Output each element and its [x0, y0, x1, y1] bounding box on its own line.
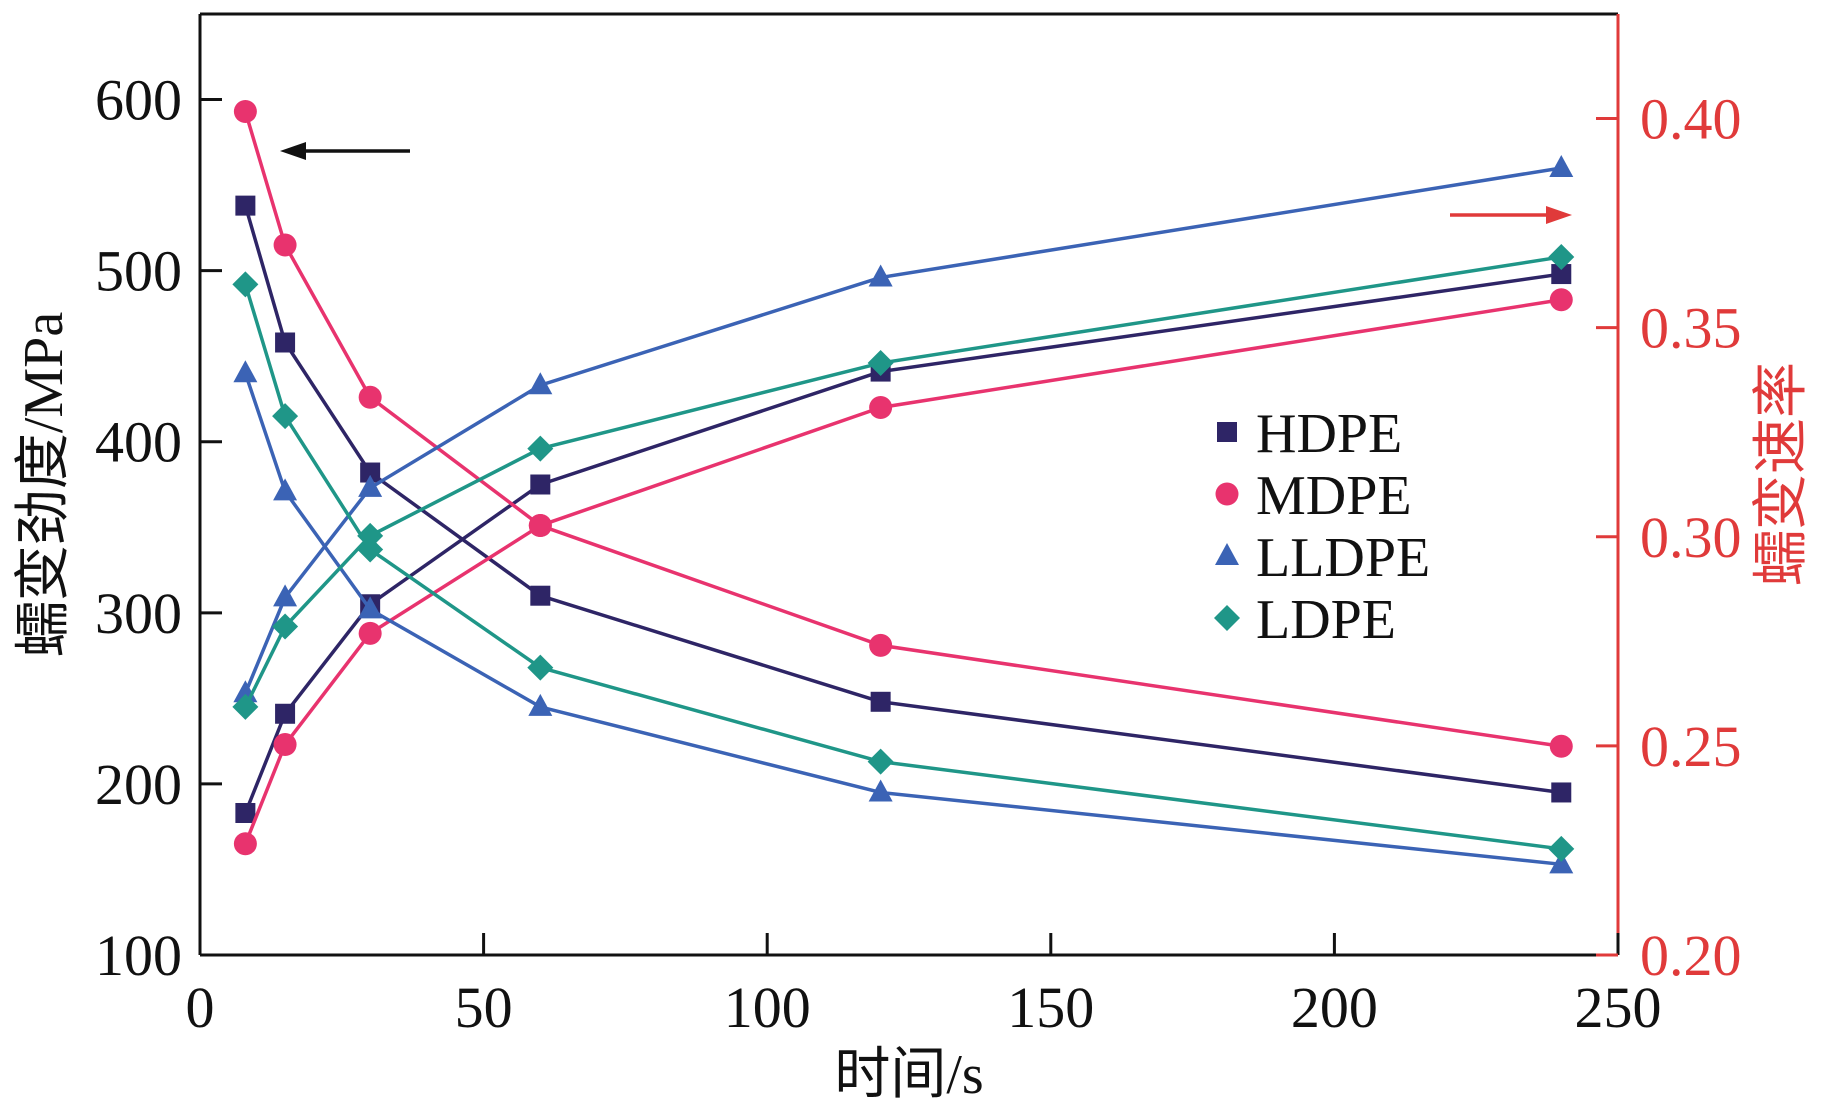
data-point-square: [235, 195, 256, 216]
series-layer: [232, 100, 1575, 874]
axes: 0 50 100 150 200 250 100 200 300 400 500 600 0.20 0.2…: [95, 12, 1742, 1040]
x-tick-label: 0: [186, 975, 215, 1040]
legend-marker-diamond: [1214, 605, 1240, 631]
series-lldpe-rate: [233, 154, 1574, 703]
legend-label: LDPE: [1256, 589, 1396, 651]
data-point-square: [360, 462, 381, 483]
data-point-triangle: [528, 372, 553, 395]
data-point-circle: [1549, 734, 1573, 758]
series-line: [243, 111, 1562, 749]
legend-marker-triangle: [1215, 543, 1239, 565]
y-left-axis-title: 蠕变劲度/MPa: [13, 312, 75, 657]
series-ldpe-stiffness: [232, 271, 1575, 862]
y-right-axis-title: 蠕变速率: [1751, 362, 1813, 586]
data-point-circle: [273, 733, 297, 757]
x-tick-label: 100: [724, 975, 811, 1040]
data-point-circle: [528, 514, 552, 538]
series-hdpe-stiffness: [235, 195, 1572, 803]
series-line: [243, 255, 1562, 708]
series-line: [243, 205, 1562, 795]
y-right-tick-label: 0.25: [1640, 714, 1742, 779]
series-line: [243, 166, 1562, 694]
data-point-square: [1551, 782, 1572, 803]
y-right-tick-label: 0.30: [1640, 505, 1742, 570]
data-point-diamond: [527, 654, 554, 681]
series-mdpe-rate: [233, 288, 1573, 856]
series-ldpe-rate: [232, 243, 1575, 720]
data-point-square: [275, 703, 296, 724]
data-point-triangle: [868, 264, 893, 287]
legend-item-ldpe: LDPE: [1214, 589, 1396, 651]
x-tick-label: 150: [1007, 975, 1094, 1040]
data-point-diamond: [232, 693, 259, 720]
data-point-diamond: [272, 403, 299, 430]
series-line: [243, 272, 1562, 814]
data-point-triangle: [358, 474, 383, 497]
data-point-circle: [358, 385, 382, 409]
y-left-tick-label: 100: [95, 923, 182, 988]
data-point-triangle: [233, 360, 258, 383]
data-point-circle: [1549, 288, 1573, 312]
y-right-tick-label: 0.20: [1640, 923, 1742, 988]
data-point-triangle: [273, 584, 298, 607]
data-point-diamond: [867, 748, 894, 775]
y-left-tick-label: 400: [95, 410, 182, 475]
data-point-diamond: [1548, 835, 1575, 862]
legend-label: MDPE: [1256, 465, 1412, 527]
data-point-diamond: [357, 522, 384, 549]
data-point-square: [235, 802, 256, 823]
data-point-square: [530, 585, 551, 606]
data-point-diamond: [1548, 243, 1575, 270]
data-point-diamond: [272, 613, 299, 640]
legend-label: LLDPE: [1256, 527, 1430, 589]
y-left-tick-label: 500: [95, 239, 182, 304]
x-tick-label: 250: [1575, 975, 1662, 1040]
legend-marker-square: [1217, 422, 1237, 442]
data-point-circle: [233, 832, 257, 856]
data-point-triangle: [358, 596, 383, 619]
annotations: [280, 142, 1572, 224]
legend-label: HDPE: [1256, 403, 1402, 465]
data-point-square: [870, 691, 891, 712]
data-point-circle: [358, 621, 382, 645]
legend-item-mdpe: MDPE: [1215, 465, 1412, 527]
right-axis-arrow-head: [1546, 206, 1572, 224]
y-right-tick-label: 0.40: [1640, 87, 1742, 152]
data-point-triangle: [1549, 154, 1574, 177]
series-line: [243, 372, 1562, 867]
x-tick-label: 200: [1291, 975, 1378, 1040]
data-point-diamond: [527, 435, 554, 462]
data-point-circle: [869, 633, 893, 657]
legend-marker-circle: [1215, 482, 1239, 506]
data-point-triangle: [528, 693, 553, 716]
y-left-tick-label: 200: [95, 752, 182, 817]
x-tick-label: 50: [455, 975, 513, 1040]
legend-item-hdpe: HDPE: [1217, 403, 1402, 465]
y-left-tick-label: 300: [95, 581, 182, 646]
series-line: [243, 283, 1562, 851]
data-point-diamond: [232, 271, 259, 298]
data-point-triangle: [1549, 851, 1574, 874]
series-line: [243, 297, 1562, 845]
left-axis-arrow-head: [280, 142, 306, 160]
data-point-square: [1551, 264, 1572, 285]
data-point-circle: [869, 396, 893, 420]
y-right-tick-label: 0.35: [1640, 296, 1742, 361]
data-point-circle: [233, 100, 257, 124]
legend-item-lldpe: LLDPE: [1215, 527, 1430, 589]
data-point-diamond: [867, 350, 894, 377]
x-axis-title: 时间/s: [834, 1044, 983, 1106]
series-lldpe-stiffness: [233, 360, 1574, 874]
data-point-triangle: [273, 478, 298, 501]
data-point-triangle: [868, 779, 893, 802]
data-point-square: [530, 474, 551, 495]
data-point-square: [275, 332, 296, 353]
y-left-tick-label: 600: [95, 68, 182, 133]
data-point-circle: [273, 233, 297, 257]
